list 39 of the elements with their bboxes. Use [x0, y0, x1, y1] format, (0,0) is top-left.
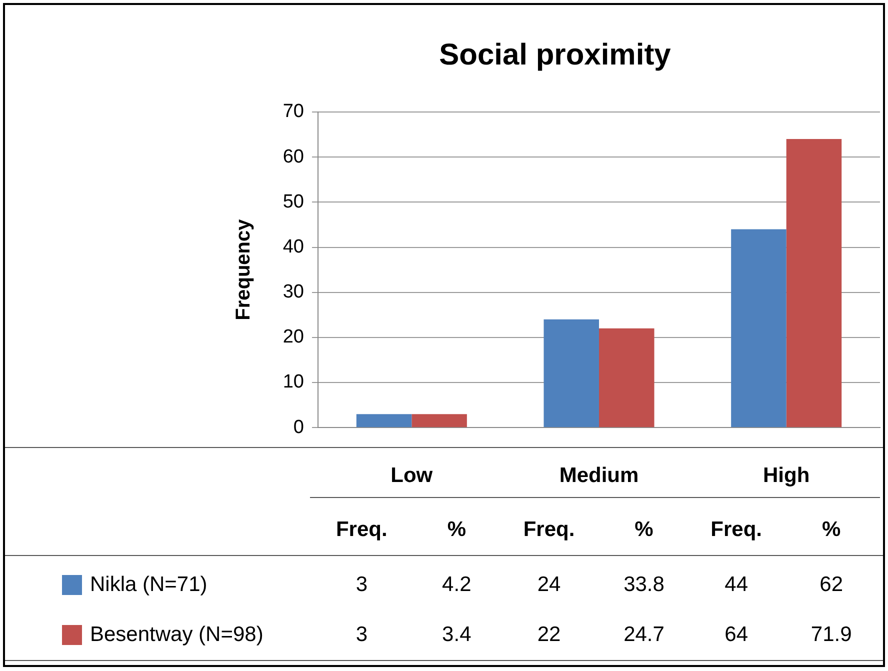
data-label: 24	[537, 573, 561, 597]
y-tick-label: 30	[282, 282, 304, 303]
y-tick-label: 70	[282, 101, 304, 122]
text: %	[822, 518, 841, 541]
data-label: 44	[724, 573, 748, 597]
text: 62	[820, 573, 844, 597]
data-label: 64	[724, 623, 748, 647]
text: Freq.	[710, 518, 762, 541]
chart-title: Social proximity	[439, 38, 672, 72]
x-tick-label: High	[763, 464, 810, 488]
bar	[544, 319, 599, 428]
legend-label: Nikla (N=71)	[90, 573, 208, 597]
text: 3.4	[442, 623, 472, 647]
text: 71.9	[810, 623, 852, 647]
text: Freq.	[336, 518, 388, 542]
y-tick-label: 40	[282, 236, 304, 258]
bar	[731, 229, 786, 428]
bar	[786, 139, 842, 428]
x-tick-label: Medium	[559, 464, 639, 488]
data-label: 22	[537, 623, 561, 647]
text: Freq.	[523, 518, 575, 541]
bar	[412, 414, 467, 428]
text: 4.2	[442, 573, 472, 597]
text: %	[447, 518, 466, 542]
y-axis-title: Frequency	[232, 218, 255, 320]
data-label: 3	[356, 623, 368, 647]
y-tick-label: 60	[282, 146, 304, 168]
text: 24.7	[624, 623, 664, 647]
bar	[356, 414, 412, 428]
legend-label: Besentway (N=98)	[90, 623, 264, 647]
x-tick-label: Low	[390, 464, 433, 488]
text: 33.8	[624, 573, 664, 597]
y-tick-label: 20	[282, 326, 304, 348]
y-tick-label: 10	[282, 372, 304, 393]
bar	[599, 328, 654, 428]
y-tick-label: 0	[293, 416, 304, 438]
text: %	[634, 518, 654, 541]
y-tick-label: 50	[282, 191, 304, 212]
data-label: 3	[356, 573, 368, 597]
